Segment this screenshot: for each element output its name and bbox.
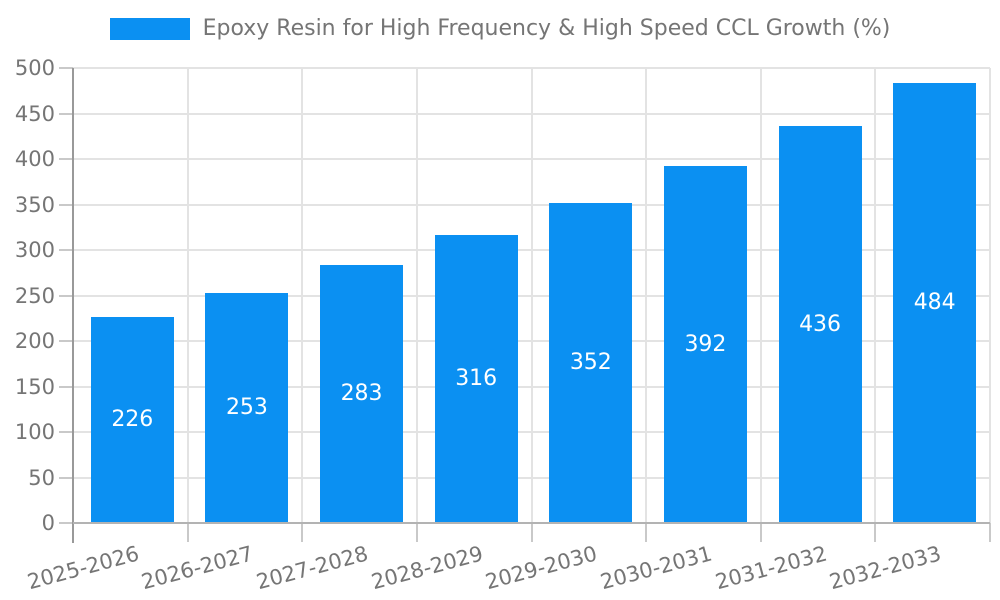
bar-value-label: 283 xyxy=(340,381,383,407)
x-tick-label: 2032-2033 xyxy=(827,541,944,595)
bar-value-label: 436 xyxy=(799,311,842,337)
bar-value-label: 352 xyxy=(569,349,612,375)
y-tick-label: 400 xyxy=(14,147,55,171)
x-tick xyxy=(186,523,189,542)
gridline-vertical xyxy=(759,68,762,523)
bar xyxy=(205,292,289,523)
x-tick-label: 2027-2028 xyxy=(253,541,371,595)
y-tick xyxy=(59,476,73,479)
x-tick xyxy=(301,523,304,542)
y-tick-label: 100 xyxy=(14,420,55,444)
gridline-vertical xyxy=(301,68,304,523)
x-tick-label: 2029-2030 xyxy=(483,541,600,595)
y-tick xyxy=(59,340,73,342)
y-tick-label: 150 xyxy=(14,374,55,399)
y-tick xyxy=(59,385,73,388)
y-tick xyxy=(59,249,73,251)
bar-value-label: 484 xyxy=(913,289,956,315)
y-tick-label: 500 xyxy=(14,56,55,80)
x-tick-label: 2030-2031 xyxy=(597,541,715,595)
x-tick xyxy=(645,523,648,542)
y-tick xyxy=(59,522,73,524)
y-tick-label: 50 xyxy=(28,465,55,490)
x-axis-line xyxy=(73,522,990,524)
bar xyxy=(549,202,633,523)
y-tick-label: 0 xyxy=(41,511,55,535)
y-tick-label: 450 xyxy=(14,101,55,126)
x-tick xyxy=(759,523,762,542)
bar xyxy=(434,235,518,523)
gridline-vertical xyxy=(645,68,648,523)
legend-label: Epoxy Resin for High Frequency & High Sp… xyxy=(202,16,891,41)
y-tick xyxy=(59,294,73,297)
y-tick-label: 200 xyxy=(14,329,55,353)
gridline-vertical xyxy=(186,68,189,523)
x-tick-label: 2031-2032 xyxy=(712,541,830,595)
gridline-vertical xyxy=(989,68,991,523)
bar-value-label: 253 xyxy=(225,394,268,420)
x-tick-label: 2028-2029 xyxy=(368,541,486,595)
gridline-vertical xyxy=(530,68,533,523)
chart-legend: Epoxy Resin for High Frequency & High Sp… xyxy=(0,15,1000,43)
y-tick xyxy=(59,203,73,206)
y-tick xyxy=(59,112,73,115)
y-tick-label: 350 xyxy=(14,192,55,217)
bar xyxy=(320,265,404,523)
legend-swatch xyxy=(109,18,190,40)
gridline-vertical xyxy=(874,68,877,523)
y-tick xyxy=(59,67,73,69)
bar-value-label: 226 xyxy=(111,407,154,433)
x-tick xyxy=(874,523,877,542)
y-tick xyxy=(59,431,73,433)
bar xyxy=(663,166,747,523)
bar-value-label: 316 xyxy=(455,366,498,392)
gridline-vertical xyxy=(415,68,418,523)
x-tick xyxy=(530,523,533,542)
y-axis-line xyxy=(72,68,74,543)
x-tick xyxy=(989,523,991,542)
bar-value-label: 392 xyxy=(684,331,727,357)
y-tick-label: 300 xyxy=(14,238,55,262)
bar xyxy=(778,126,862,523)
bar xyxy=(90,317,174,523)
x-tick-label: 2026-2027 xyxy=(139,541,257,595)
bar xyxy=(893,82,977,523)
x-tick xyxy=(415,523,418,542)
y-tick xyxy=(59,158,73,160)
x-tick-label: 2025-2026 xyxy=(24,541,142,595)
y-tick-label: 250 xyxy=(14,283,55,308)
